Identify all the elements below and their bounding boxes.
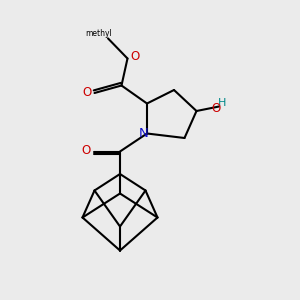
- Text: methyl: methyl: [85, 28, 112, 38]
- Text: N: N: [139, 127, 149, 140]
- Text: O: O: [130, 50, 140, 64]
- Text: O: O: [82, 144, 91, 158]
- Text: O: O: [212, 101, 220, 115]
- Text: H: H: [218, 98, 226, 109]
- Text: O: O: [83, 86, 92, 99]
